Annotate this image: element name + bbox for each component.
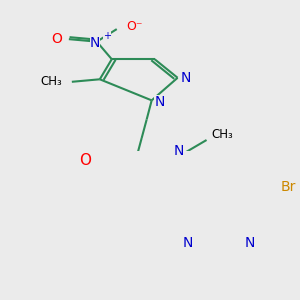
Text: O: O [51, 32, 62, 46]
Text: +: + [103, 31, 111, 40]
Text: N: N [180, 71, 191, 85]
Text: CH₃: CH₃ [212, 128, 233, 142]
Text: N: N [90, 36, 100, 50]
Text: CH₃: CH₃ [40, 75, 62, 88]
Text: O: O [79, 153, 91, 168]
Text: Br: Br [280, 180, 296, 194]
Text: N: N [182, 236, 193, 250]
Text: N: N [244, 236, 255, 250]
Text: N: N [173, 144, 184, 158]
Text: N: N [154, 95, 165, 110]
Text: O⁻: O⁻ [127, 20, 143, 33]
